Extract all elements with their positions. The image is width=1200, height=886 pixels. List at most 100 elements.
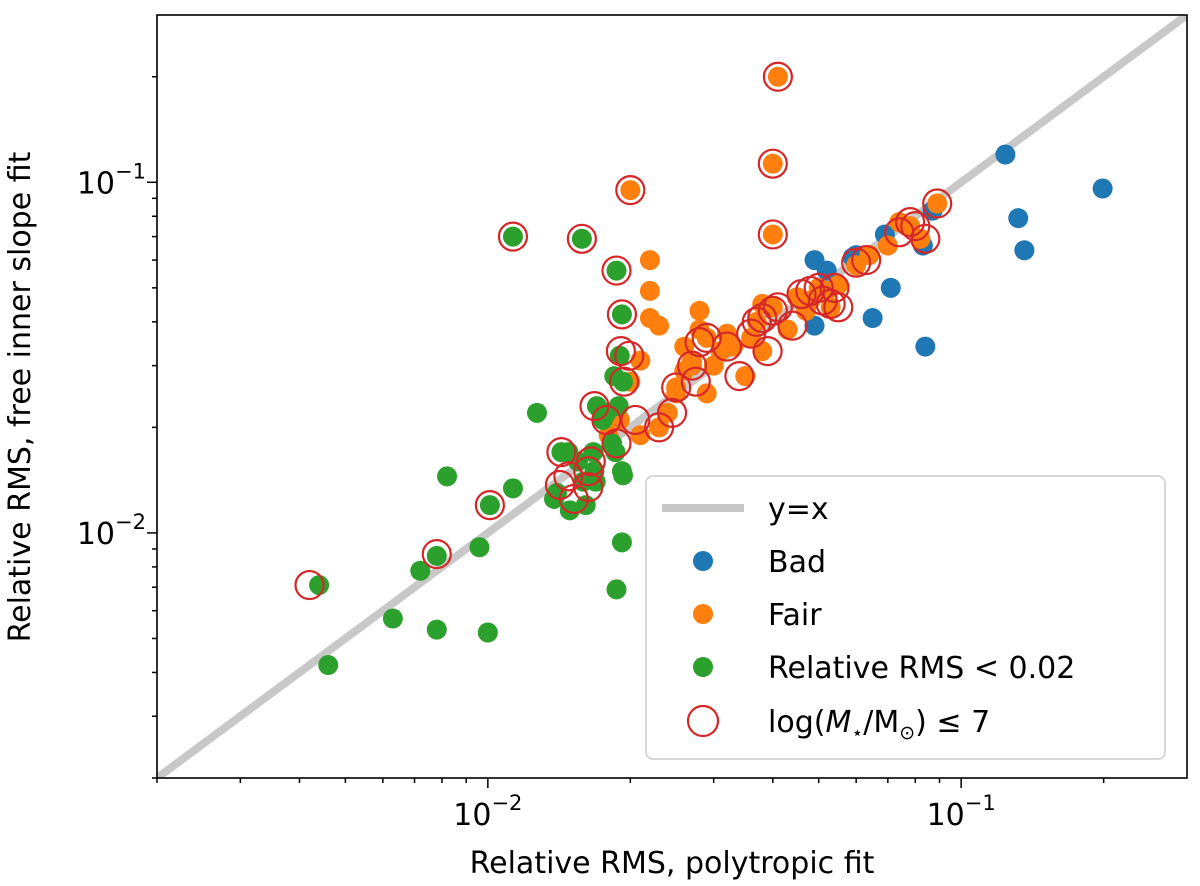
good-point — [437, 466, 458, 487]
lowmass-ring-marker — [573, 456, 604, 487]
lowmass-ring-marker — [747, 302, 778, 334]
lowmass-ring-marker — [777, 310, 808, 341]
lowmass-ring-marker — [757, 148, 788, 179]
bad-point — [862, 308, 883, 329]
lowmass-ring-marker — [615, 175, 646, 206]
lowmass-ring-marker — [656, 397, 688, 428]
x-tick-label-1e-2: 10−2 — [453, 791, 522, 833]
legend-fair-swatch — [693, 604, 713, 624]
fair-point — [703, 355, 724, 376]
good-point — [318, 655, 339, 676]
lowmass-ring-marker — [620, 404, 651, 436]
lowmass-ring-marker — [676, 350, 708, 381]
lowmass-ring-marker — [579, 390, 610, 422]
lowmass-ring-marker — [573, 472, 604, 503]
bad-point — [915, 336, 936, 357]
points-layer — [294, 61, 1113, 676]
fair-point — [630, 350, 651, 371]
good-point — [613, 465, 634, 486]
good-point — [502, 478, 523, 499]
legend-label-fair: Fair — [768, 598, 822, 633]
fair-point — [649, 417, 670, 438]
bad-point — [880, 277, 901, 298]
lowmass-ring-marker — [762, 61, 793, 92]
good-point — [571, 228, 592, 249]
lowmass-ring-marker — [819, 272, 850, 303]
lowmass-ring-marker — [601, 428, 632, 459]
good-point — [611, 532, 632, 553]
good-point — [309, 575, 330, 596]
legend-good-swatch — [693, 657, 713, 677]
lowmass-ring-marker — [724, 361, 755, 392]
fair-point — [620, 180, 641, 201]
lowmass-ring-marker — [841, 247, 872, 278]
legend-label-good: Relative RMS < 0.02 — [768, 651, 1075, 686]
fair-point — [927, 193, 948, 214]
good-point — [502, 226, 523, 247]
fair-point — [762, 153, 783, 174]
good-point — [526, 402, 547, 423]
fair-point — [696, 327, 717, 348]
fair-point — [877, 235, 898, 256]
legend-frame — [645, 475, 1166, 760]
fair-point — [639, 250, 660, 271]
lowmass-ring-marker — [546, 437, 577, 468]
bad-point — [804, 315, 825, 336]
lowmass-ring-marker — [922, 188, 953, 219]
x-axis-label: Relative RMS, polytropic fit — [470, 846, 875, 881]
lowmass-ring-marker — [497, 221, 529, 252]
good-point — [479, 495, 500, 516]
fair-point — [639, 308, 660, 329]
bad-point — [995, 144, 1016, 165]
good-point — [606, 260, 627, 281]
lowmass-ring-marker — [575, 446, 606, 477]
good-point — [426, 619, 447, 640]
legend-bad-swatch — [693, 551, 713, 571]
good-point — [606, 579, 627, 600]
lowmass-ring-marker — [757, 219, 788, 250]
good-point — [604, 366, 625, 387]
good-point — [382, 608, 403, 629]
legend-label-lowmass: log(M⋆/M⊙) ≤ 7 — [768, 705, 990, 744]
good-point — [410, 560, 431, 581]
lowmass-ring-marker — [601, 255, 632, 286]
bad-point — [1008, 208, 1029, 229]
lowmass-ring-marker — [294, 569, 325, 601]
good-point — [477, 622, 498, 643]
lowmass-ring-marker — [566, 223, 597, 254]
lowmass-ring-marker — [741, 306, 772, 337]
lowmass-ring-marker — [474, 490, 505, 521]
lowmass-ring-marker — [823, 292, 854, 323]
fair-point — [689, 300, 710, 321]
legend-lowmass-swatch — [686, 704, 720, 738]
y-tick-label-1e-2: 10−2 — [77, 510, 146, 552]
lowmass-ring-marker — [851, 244, 882, 276]
lowmass-ring-marker — [680, 366, 711, 397]
fair-point — [735, 366, 756, 387]
fair-point — [639, 280, 660, 301]
plot-area — [157, 15, 1187, 778]
y-tick-label-1e-1: 10−1 — [77, 159, 146, 201]
lowmass-ring-marker — [691, 322, 722, 353]
lowmass-ring-marker — [752, 336, 783, 367]
fair-point — [723, 336, 744, 357]
fair-point — [767, 66, 788, 87]
y-axis-label: Relative RMS, free inner slope fit — [3, 151, 38, 642]
fair-point — [657, 402, 678, 423]
fair-point — [762, 224, 783, 245]
ticks-layer — [147, 75, 1105, 788]
plot-frame — [156, 14, 1188, 779]
good-point — [559, 500, 580, 521]
good-point — [426, 545, 447, 566]
lowmass-ring-marker — [553, 461, 584, 492]
bad-point — [1014, 240, 1035, 261]
good-point — [592, 409, 613, 430]
lowmass-ring-marker — [711, 331, 743, 362]
legend-label-bad: Bad — [768, 545, 826, 580]
lowmass-ring-marker — [803, 272, 834, 303]
lowmass-ring-marker — [608, 366, 640, 397]
fair-point — [696, 383, 717, 404]
lowmass-ring-marker — [910, 223, 941, 254]
lowmass-ring-marker — [757, 295, 788, 326]
